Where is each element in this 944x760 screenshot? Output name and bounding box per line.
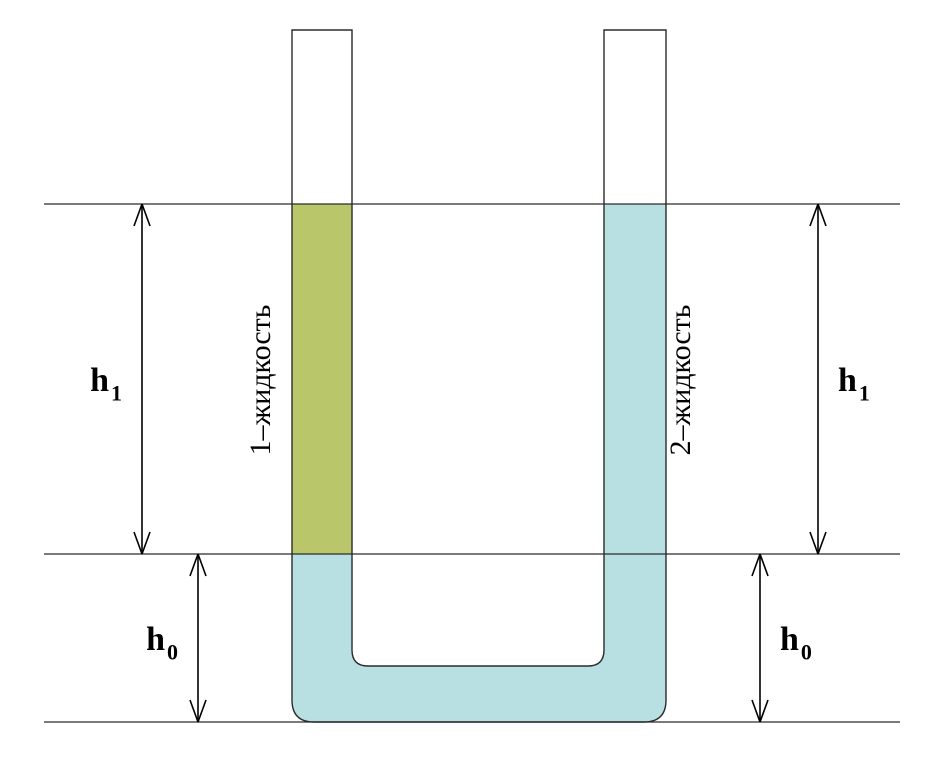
fluid1-label: 1–жидкость	[244, 305, 277, 456]
dim-h1-left: h1	[90, 204, 150, 554]
fluid2-label: 2–жидкость	[664, 305, 697, 456]
dim-h1-left-label: h1	[90, 362, 122, 406]
fluid2-bottom	[292, 554, 666, 722]
dim-h0-left-label: h0	[146, 621, 178, 665]
dim-h0-left: h0	[146, 554, 206, 722]
dim-h0-right: h0	[752, 554, 812, 722]
dim-h1-right-label: h1	[838, 362, 870, 406]
liquids	[292, 204, 666, 722]
dim-h0-right-label: h0	[780, 621, 812, 665]
fluid1-left-column	[292, 204, 352, 554]
dim-h1-right: h1	[810, 204, 870, 554]
